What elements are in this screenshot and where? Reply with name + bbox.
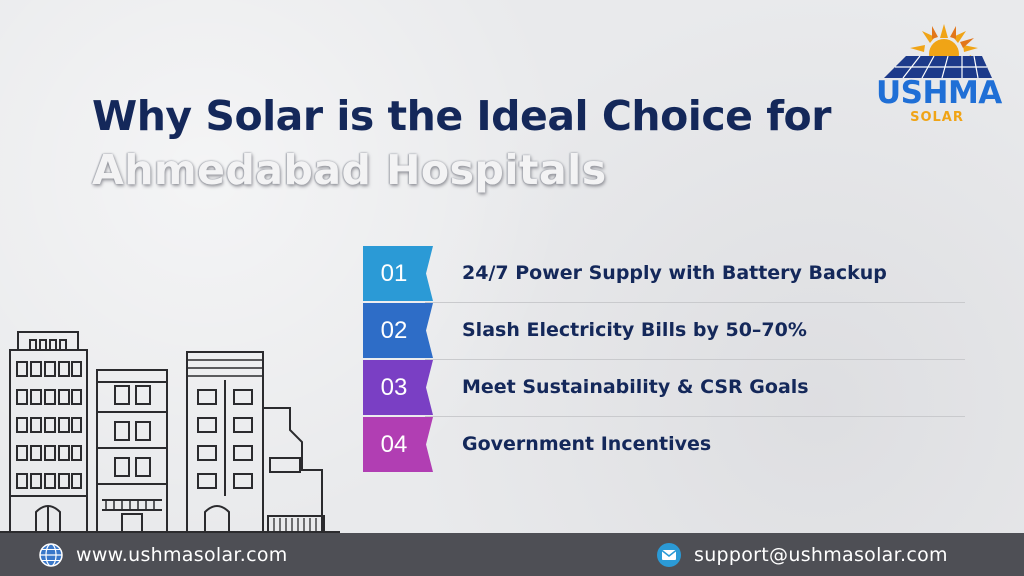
benefits-list: 01 24/7 Power Supply with Battery Backup… bbox=[363, 246, 983, 474]
divider bbox=[425, 359, 965, 360]
item-text: 24/7 Power Supply with Battery Backup bbox=[462, 262, 887, 284]
page-subtitle: Ahmedabad Hospitals bbox=[92, 146, 607, 194]
city-buildings-illustration bbox=[0, 331, 340, 533]
website-link[interactable]: www.ushmasolar.com bbox=[76, 543, 288, 566]
item-number: 04 bbox=[380, 431, 408, 458]
logo-brand-text: USHMA bbox=[876, 75, 1002, 111]
globe-icon bbox=[39, 542, 63, 567]
divider bbox=[425, 302, 965, 303]
number-badge bbox=[363, 417, 433, 472]
page-title: Why Solar is the Ideal Choice for bbox=[92, 92, 831, 140]
mail-icon bbox=[657, 542, 681, 567]
email-contact[interactable]: support@ushmasolar.com bbox=[656, 533, 948, 576]
item-text: Slash Electricity Bills by 50–70% bbox=[462, 319, 807, 341]
item-number: 03 bbox=[380, 374, 408, 401]
footer-bar: www.ushmasolar.com support@ushmasolar.co… bbox=[0, 533, 1024, 576]
number-badge bbox=[363, 246, 433, 301]
list-item: 02 Slash Electricity Bills by 50–70% bbox=[363, 303, 983, 360]
list-item: 04 Government Incentives bbox=[363, 417, 983, 474]
list-item: 03 Meet Sustainability & CSR Goals bbox=[363, 360, 983, 417]
number-badge bbox=[363, 360, 433, 415]
item-text: Meet Sustainability & CSR Goals bbox=[462, 376, 809, 398]
item-text: Government Incentives bbox=[462, 433, 712, 455]
website-contact[interactable]: www.ushmasolar.com bbox=[38, 533, 288, 576]
sun-solar-panel-icon bbox=[884, 24, 992, 79]
list-item: 01 24/7 Power Supply with Battery Backup bbox=[363, 246, 983, 303]
item-number: 02 bbox=[380, 317, 408, 344]
divider bbox=[425, 416, 965, 417]
email-link[interactable]: support@ushmasolar.com bbox=[694, 543, 948, 566]
number-badge bbox=[363, 303, 433, 358]
item-number: 01 bbox=[380, 260, 408, 287]
logo-sub-text: SOLAR bbox=[910, 110, 964, 125]
ushma-solar-logo: USHMA SOLAR bbox=[872, 22, 1002, 132]
